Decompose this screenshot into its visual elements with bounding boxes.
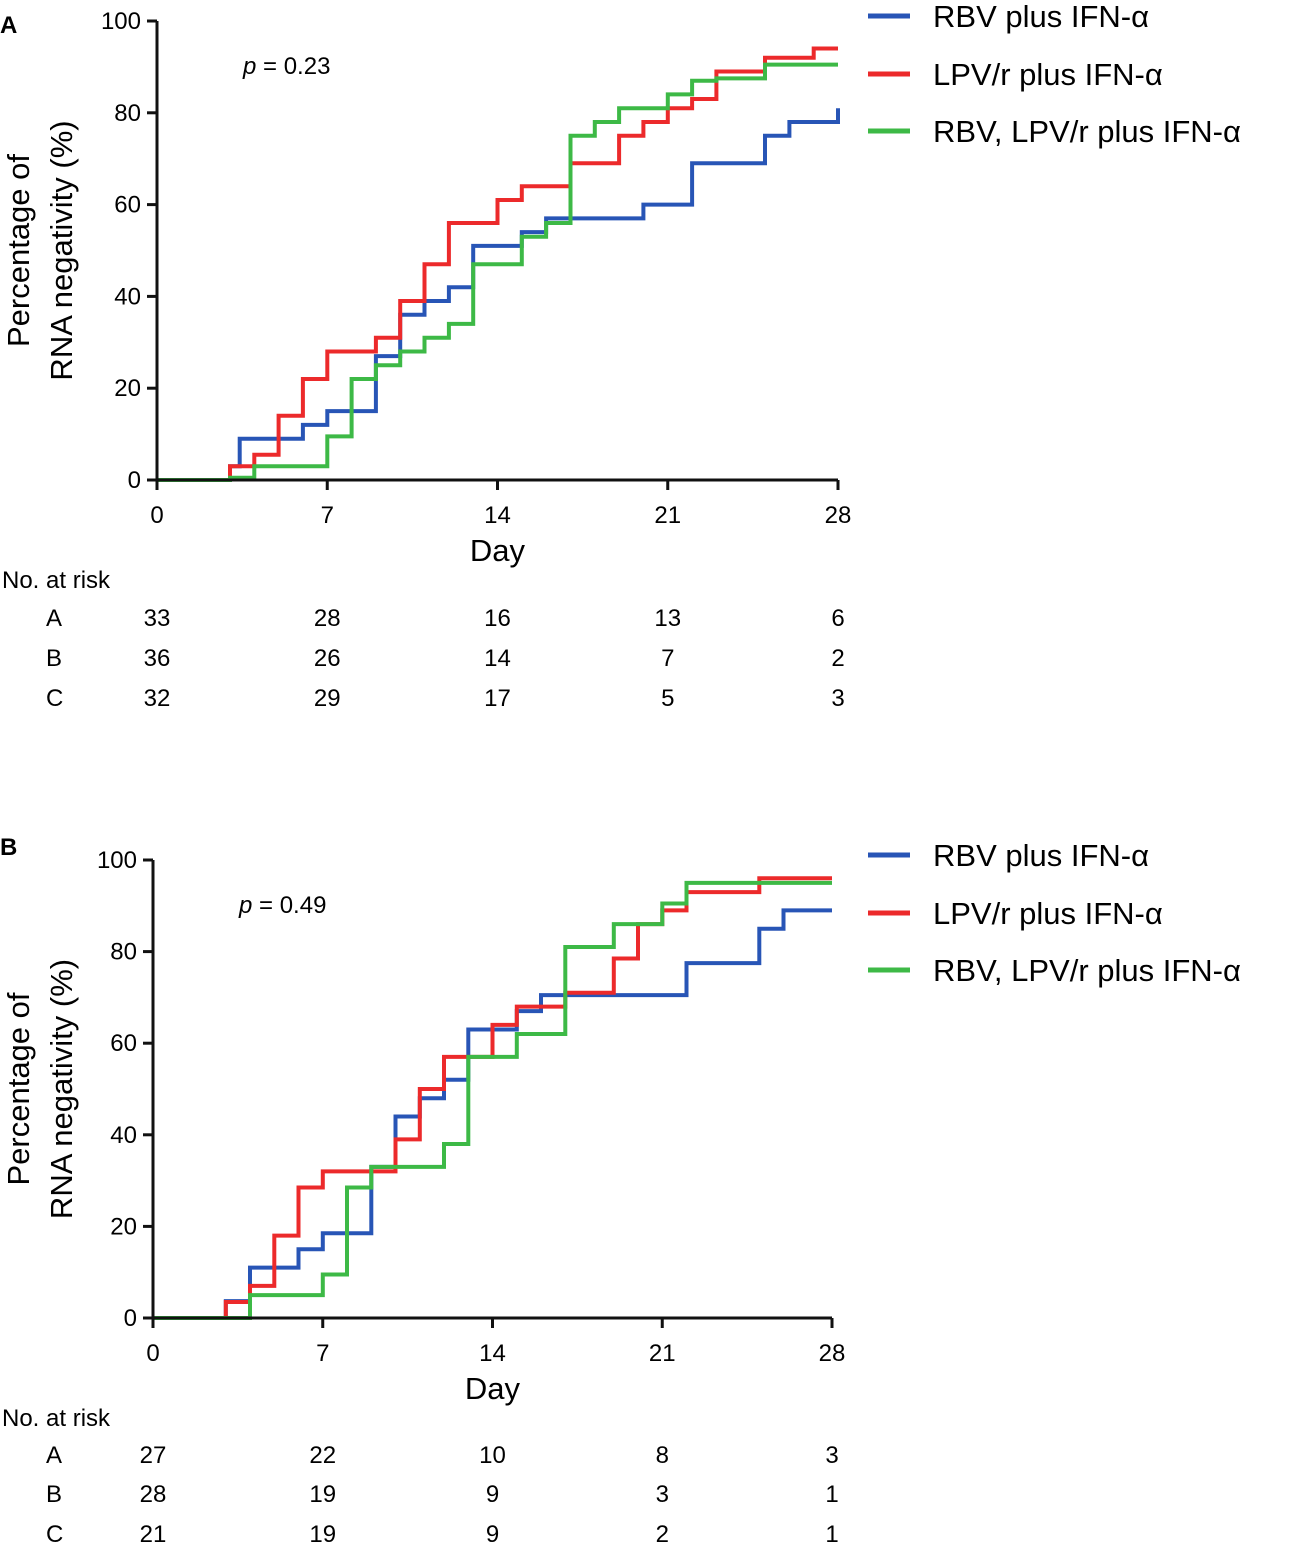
panel-letter: A [0, 12, 17, 39]
y-tick-label: 60 [114, 192, 141, 219]
p-value: p = 0.23 [242, 53, 330, 80]
risk-count: 32 [144, 685, 171, 712]
risk-count: 1 [825, 1521, 838, 1548]
y-tick-label: 80 [110, 939, 137, 966]
risk-count: 19 [309, 1521, 336, 1548]
risk-count: 3 [831, 685, 844, 712]
x-tick-label: 7 [316, 1340, 329, 1367]
risk-count: 8 [656, 1442, 669, 1469]
risk-count: 10 [479, 1442, 506, 1469]
risk-count: 17 [484, 685, 511, 712]
panel-a: A 0 20 40 60 80 100 0 7 14 21 28 Day Percentage of RN… [0, 0, 1300, 740]
p-value-number: = 0.23 [256, 53, 330, 80]
y-axis-title-line-1: Percentage of [1, 154, 36, 347]
x-tick-label: 14 [479, 1340, 506, 1367]
risk-row-label: A [46, 605, 62, 632]
risk-count: 28 [314, 605, 341, 632]
risk-row-label: A [46, 1442, 62, 1469]
risk-count: 29 [314, 685, 341, 712]
series-line-c [153, 880, 832, 1320]
risk-count: 9 [486, 1481, 499, 1508]
p-value: p = 0.49 [238, 892, 326, 919]
legend-label-b: LPV/r plus IFN-α [933, 896, 1163, 931]
legend-label-a: RBV plus IFN-α [933, 0, 1149, 34]
risk-count: 16 [484, 605, 511, 632]
risk-count: 19 [309, 1481, 336, 1508]
y-tick-label: 0 [124, 1305, 137, 1332]
legend-label-a: RBV plus IFN-α [933, 838, 1149, 873]
x-tick-label: 0 [150, 502, 163, 529]
y-tick-label: 0 [128, 467, 141, 494]
legend-label-c: RBV, LPV/r plus IFN-α [933, 114, 1241, 149]
series-line-a [153, 908, 832, 1320]
risk-count: 26 [314, 645, 341, 672]
y-tick-label: 20 [110, 1213, 137, 1240]
risk-count: 2 [656, 1521, 669, 1548]
y-axis-title-line-1: Percentage of [1, 992, 36, 1185]
risk-count: 3 [656, 1481, 669, 1508]
risk-count: 2 [831, 645, 844, 672]
risk-count: 6 [831, 605, 844, 632]
y-tick-label: 20 [114, 375, 141, 402]
risk-row-label: B [46, 1481, 62, 1508]
x-tick-label: 7 [321, 502, 334, 529]
x-axis-title: Day [470, 533, 526, 568]
y-axis-title-line-2: RNA negativity (%) [44, 959, 79, 1219]
risk-row-label: B [46, 645, 62, 672]
p-value-number: = 0.49 [252, 892, 326, 919]
y-tick-label: 60 [110, 1030, 137, 1057]
y-tick-label: 40 [110, 1122, 137, 1149]
panel-a-chart: A 0 20 40 60 80 100 0 7 14 21 28 Day Percentage of RN… [0, 0, 1241, 712]
x-tick-label: 28 [825, 502, 852, 529]
risk-table-title: No. at risk [2, 567, 111, 594]
x-tick-label: 0 [146, 1340, 159, 1367]
panel-b: B 0 20 40 60 80 100 0 7 14 21 28 Day Percentage of RN… [0, 835, 1300, 1554]
y-tick-label: 100 [101, 8, 141, 35]
x-tick-label: 28 [819, 1340, 846, 1367]
x-tick-label: 21 [649, 1340, 676, 1367]
risk-count: 5 [661, 685, 674, 712]
series-line-b [157, 46, 838, 482]
risk-count: 21 [140, 1521, 167, 1548]
risk-row-label: C [46, 1521, 63, 1548]
p-value-symbol: p [238, 892, 252, 919]
y-tick-label: 80 [114, 100, 141, 127]
risk-count: 13 [654, 605, 681, 632]
risk-count: 3 [825, 1442, 838, 1469]
y-tick-label: 100 [97, 847, 137, 874]
risk-count: 33 [144, 605, 171, 632]
legend-label-b: LPV/r plus IFN-α [933, 57, 1163, 92]
y-axis-title-line-2: RNA negativity (%) [44, 120, 79, 380]
x-axis-title: Day [465, 1371, 521, 1406]
series-line-b [153, 876, 832, 1320]
risk-count: 27 [140, 1442, 167, 1469]
risk-table-title: No. at risk [2, 1405, 111, 1432]
y-tick-label: 40 [114, 283, 141, 310]
p-value-symbol: p [242, 53, 256, 80]
series-line-c [157, 62, 838, 482]
legend-label-c: RBV, LPV/r plus IFN-α [933, 953, 1241, 988]
risk-count: 7 [661, 645, 674, 672]
series-line-a [157, 108, 840, 482]
panel-letter: B [0, 835, 17, 861]
x-tick-label: 21 [654, 502, 681, 529]
risk-count: 22 [309, 1442, 336, 1469]
risk-count: 14 [484, 645, 511, 672]
risk-count: 36 [144, 645, 171, 672]
risk-row-label: C [46, 685, 63, 712]
risk-count: 28 [140, 1481, 167, 1508]
risk-count: 1 [825, 1481, 838, 1508]
risk-count: 9 [486, 1521, 499, 1548]
x-tick-label: 14 [484, 502, 511, 529]
